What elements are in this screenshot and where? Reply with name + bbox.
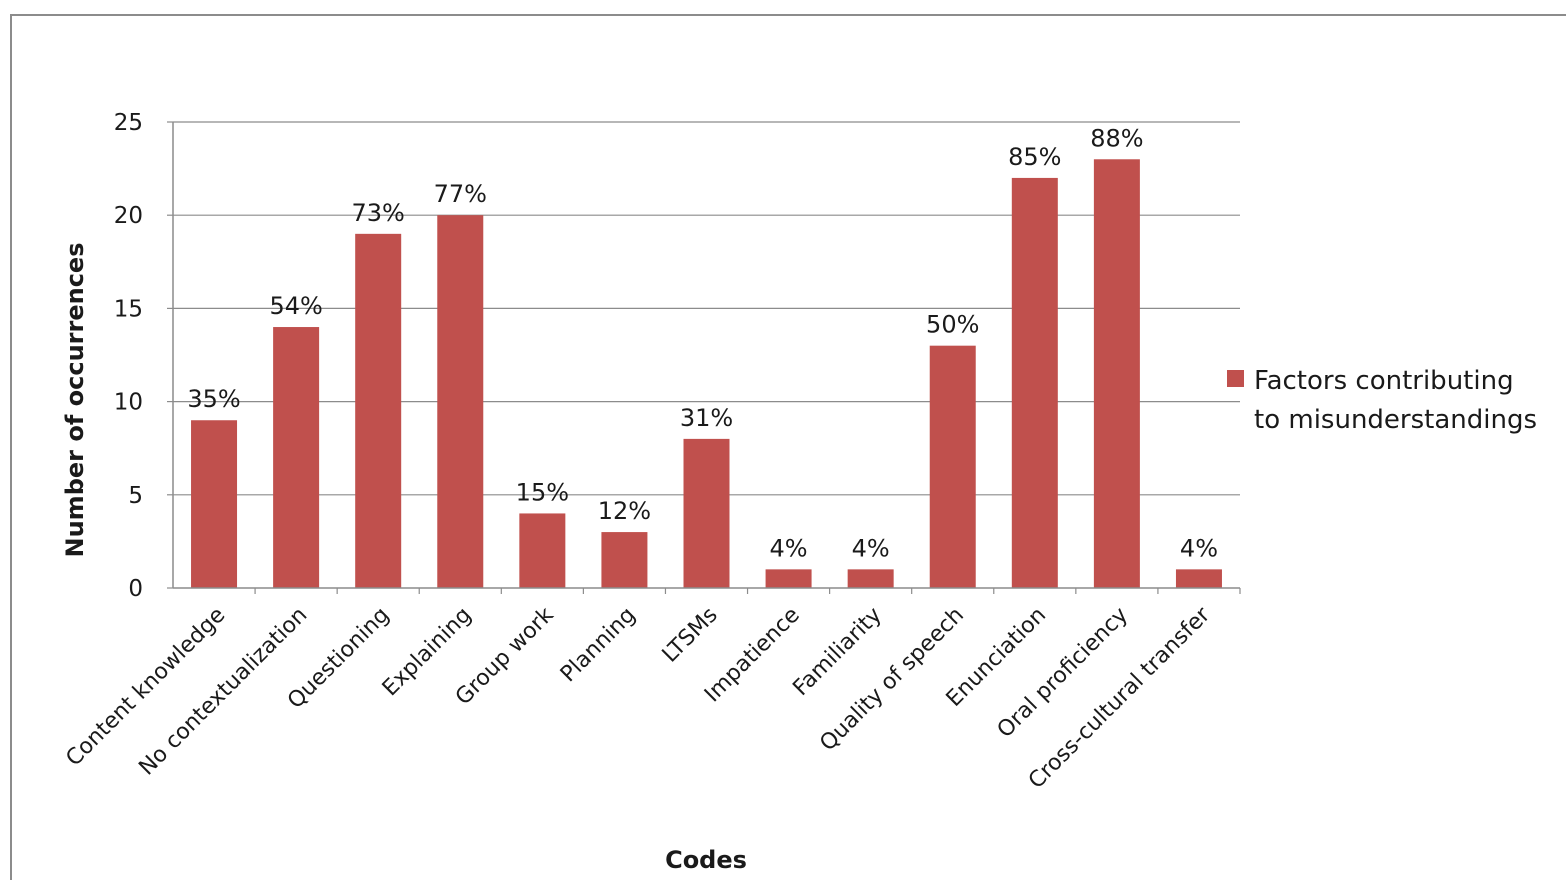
x-axis-title: Codes (665, 846, 747, 874)
y-axis-title: Number of occurrences (61, 243, 89, 558)
data-labels: 35% 54% 73% 77% 15% 12% 31% 4% 4% 50% 85% 88% 4% (187, 124, 1218, 562)
data-label: 15% (516, 478, 569, 506)
chart-frame (10, 14, 1566, 880)
data-label: 31% (680, 404, 733, 432)
bar (1175, 569, 1222, 588)
bars (191, 159, 1222, 589)
bar (273, 327, 320, 588)
bar (929, 345, 976, 588)
y-tick-label: 25 (114, 110, 143, 136)
y-tick-label: 5 (128, 483, 143, 509)
y-axis-ticks: 0 5 10 15 20 25 (114, 110, 173, 602)
data-label: 73% (352, 199, 405, 227)
x-category-label: Quality of speech (815, 603, 969, 757)
data-label: 88% (1090, 124, 1143, 152)
bar (683, 438, 730, 588)
bar (847, 569, 894, 588)
legend: Factors contributing to misunderstanding… (1227, 366, 1537, 435)
bar (191, 420, 238, 588)
y-tick-label: 15 (114, 296, 143, 322)
data-label: 50% (926, 311, 979, 339)
y-tick-label: 0 (128, 576, 143, 602)
bar (355, 233, 402, 588)
data-label: 54% (269, 292, 322, 320)
x-category-label: Planning (556, 603, 641, 688)
legend-label-line-2: to misunderstandings (1254, 405, 1537, 435)
data-label: 85% (1008, 143, 1061, 171)
bar (437, 215, 484, 588)
bar (519, 513, 566, 588)
data-label: 35% (187, 385, 240, 413)
bar (601, 532, 648, 588)
y-tick-label: 10 (114, 390, 143, 416)
y-tick-label: 20 (114, 203, 143, 229)
bar (1011, 177, 1058, 589)
data-label: 4% (1180, 534, 1218, 562)
data-label: 12% (598, 497, 651, 525)
x-category-label: No contextualization (134, 603, 312, 781)
data-label: 4% (852, 534, 890, 562)
x-category-label: LTSMs (658, 603, 723, 668)
data-label: 77% (434, 180, 487, 208)
data-label: 4% (770, 534, 808, 562)
bar (765, 569, 812, 588)
legend-swatch (1227, 370, 1244, 387)
x-category-label: Content knowledge (61, 603, 230, 772)
bar (1093, 159, 1140, 588)
legend-label-line-1: Factors contributing (1254, 366, 1514, 396)
